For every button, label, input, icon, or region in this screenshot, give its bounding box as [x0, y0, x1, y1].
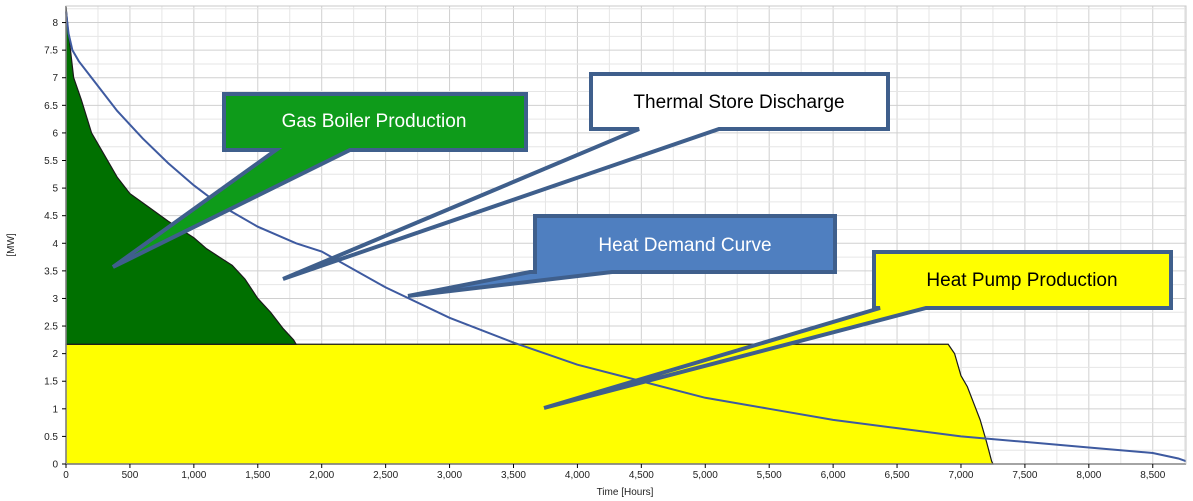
x-tick-label: 5,000: [693, 470, 718, 481]
x-tick-label: 4,000: [565, 470, 590, 481]
y-tick-label: 7.5: [44, 46, 58, 57]
x-tick-label: 1,000: [181, 470, 206, 481]
y-tick-label: 7: [52, 73, 58, 84]
plot-frame: [65, 5, 1187, 465]
y-tick-labels: 0 0.5 1 1.5 2 2.5 3 3.5 4 4.5 5 5.5 6 6.5 7 7.5 8: [44, 18, 66, 471]
x-tick-label: 7,500: [1012, 470, 1037, 481]
x-tick-label: 5,500: [757, 470, 782, 481]
x-tick-labels: 0 500 1,000 1,500 2,000 2,500 3,000 3,500 4,000 4…: [63, 464, 1166, 481]
x-tick-label: 1,500: [245, 470, 270, 481]
callout-heat-demand-shape: [407, 214, 837, 298]
x-tick-label: 8,000: [1076, 470, 1101, 481]
y-tick-label: 1.5: [44, 377, 58, 388]
x-tick-label: 500: [122, 470, 139, 481]
y-tick-label: 2.5: [44, 322, 58, 333]
callout-heat-demand-label: Heat Demand Curve: [598, 235, 771, 256]
x-tick-label: 4,500: [629, 470, 654, 481]
x-tick-label: 8,500: [1140, 470, 1165, 481]
series-lines: [65, 11, 1187, 463]
heat-pump-production-area: [65, 343, 994, 465]
x-tick-label: 0: [63, 470, 69, 481]
heat-demand-curve-line: [65, 11, 1187, 463]
callout-gas-boiler: Gas Boiler Production: [111, 92, 528, 269]
callout-heat-demand: Heat Demand Curve: [407, 214, 837, 298]
x-tick-label: 7,000: [948, 470, 973, 481]
callout-heat-pump-label: Heat Pump Production: [926, 270, 1117, 291]
x-tick-label: 6,500: [885, 470, 910, 481]
y-tick-label: 2: [52, 349, 58, 360]
x-tick-label: 2,500: [373, 470, 398, 481]
x-tick-label: 3,500: [501, 470, 526, 481]
x-axis-title: Time [Hours]: [597, 487, 654, 498]
callout-heat-pump-shape: [543, 250, 1173, 410]
y-tick-label: 6: [52, 128, 58, 139]
y-tick-label: 3.5: [44, 266, 58, 277]
y-tick-label: 5.5: [44, 156, 58, 167]
y-tick-label: 0: [52, 460, 58, 471]
y-tick-label: 8: [52, 18, 58, 29]
x-tick-label: 6,000: [821, 470, 846, 481]
x-tick-label: 3,000: [437, 470, 462, 481]
y-tick-label: 4: [52, 239, 58, 250]
callout-heat-pump: Heat Pump Production: [543, 250, 1173, 410]
x-tick-label: 2,000: [309, 470, 334, 481]
callout-thermal-store-label: Thermal Store Discharge: [633, 92, 844, 113]
y-tick-label: 6.5: [44, 101, 58, 112]
y-tick-label: 0.5: [44, 432, 58, 443]
axes: [65, 5, 1187, 465]
callout-thermal-store: Thermal Store Discharge: [282, 72, 890, 281]
y-tick-label: 3: [52, 294, 58, 305]
y-tick-label: 5: [52, 184, 58, 195]
callout-thermal-store-shape: [282, 72, 890, 281]
y-axis-title: [MW]: [6, 233, 17, 257]
y-tick-label: 4.5: [44, 211, 58, 222]
callout-gas-boiler-shape: [111, 92, 528, 269]
callout-gas-boiler-label: Gas Boiler Production: [282, 111, 467, 132]
y-tick-label: 1: [52, 404, 58, 415]
